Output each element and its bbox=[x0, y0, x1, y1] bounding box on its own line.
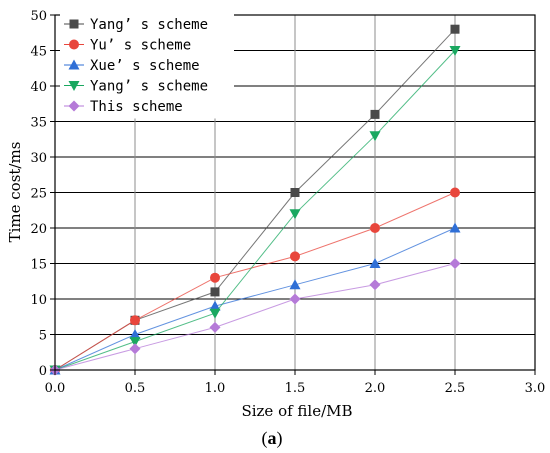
legend-item: Yu’ s scheme bbox=[64, 38, 191, 54]
legend: Yang’ s scheme Yu’ s scheme Xue’ s scheme Y… bbox=[60, 12, 234, 119]
legend-box bbox=[60, 12, 234, 119]
y-tick-label: 5 bbox=[39, 329, 47, 344]
legend-item: This scheme bbox=[64, 99, 183, 115]
data-point bbox=[450, 24, 460, 34]
x-tick-label: 2.5 bbox=[445, 381, 466, 396]
series-lines bbox=[49, 24, 461, 376]
data-point bbox=[289, 279, 301, 290]
legend-marker bbox=[68, 59, 80, 70]
data-point bbox=[289, 293, 301, 305]
legend-item: Yang’ s scheme bbox=[64, 79, 208, 95]
figure-caption: (a) bbox=[262, 428, 283, 449]
data-point bbox=[449, 222, 461, 233]
tick-labels: 0 5 10 15 20 25 30 35 40 45 50 0.0 0.5 1.0 1.5 2.0 2.5 3.… bbox=[30, 9, 545, 396]
legend-label: Yu’ s scheme bbox=[90, 38, 191, 54]
data-point bbox=[369, 279, 381, 291]
data-point bbox=[290, 188, 300, 197]
data-point bbox=[289, 209, 301, 220]
x-tick-label: 3.0 bbox=[525, 381, 546, 396]
y-tick-label: 20 bbox=[30, 222, 47, 237]
data-point bbox=[129, 343, 141, 355]
legend-item: Xue’ s scheme bbox=[64, 58, 200, 74]
data-point bbox=[210, 272, 220, 283]
y-tick-label: 45 bbox=[30, 45, 47, 60]
series-2 bbox=[50, 187, 460, 375]
series-line bbox=[54, 263, 456, 371]
y-tick-label: 35 bbox=[30, 116, 47, 131]
y-tick-label: 50 bbox=[30, 9, 47, 24]
legend-label: This scheme bbox=[90, 99, 183, 115]
data-point bbox=[209, 300, 221, 311]
legend-label: Yang’ s scheme bbox=[90, 17, 208, 33]
y-tick-label: 10 bbox=[30, 293, 47, 308]
x-tick-label: 1.0 bbox=[205, 381, 226, 396]
data-point bbox=[130, 315, 140, 326]
y-tick-label: 25 bbox=[30, 187, 47, 202]
data-point bbox=[449, 46, 461, 56]
y-axis-title: Time cost/ms bbox=[6, 142, 24, 243]
data-point bbox=[369, 258, 381, 268]
data-point bbox=[450, 187, 460, 198]
legend-marker bbox=[69, 19, 79, 29]
plot-frame bbox=[54, 14, 536, 371]
series-line bbox=[54, 227, 456, 371]
data-point bbox=[210, 287, 220, 297]
y-tick-label: 40 bbox=[30, 80, 47, 95]
axes bbox=[50, 14, 536, 375]
data-point bbox=[369, 131, 381, 142]
series-line bbox=[54, 192, 456, 371]
legend-marker bbox=[69, 39, 79, 50]
x-axis-title: Size of file/MB bbox=[241, 402, 352, 420]
y-tick-label: 0 bbox=[39, 364, 47, 379]
x-tick-label: 1.5 bbox=[285, 381, 306, 396]
legend-marker bbox=[68, 100, 80, 112]
caption-letter: a bbox=[268, 428, 277, 448]
data-point bbox=[370, 223, 380, 233]
data-point bbox=[129, 337, 141, 348]
legend-label: Xue’ s scheme bbox=[90, 58, 200, 74]
data-point bbox=[370, 109, 380, 119]
caption-close: ) bbox=[277, 428, 283, 449]
x-tick-label: 0.5 bbox=[125, 381, 146, 396]
series-line bbox=[54, 50, 456, 371]
data-point bbox=[209, 321, 221, 333]
caption-open: ( bbox=[262, 428, 268, 449]
series-5 bbox=[49, 258, 461, 376]
legend-label: Yang’ s scheme bbox=[90, 79, 208, 95]
data-point bbox=[449, 258, 461, 269]
data-point bbox=[209, 308, 221, 319]
y-tick-label: 15 bbox=[30, 258, 47, 273]
x-tick-label: 0.0 bbox=[45, 381, 66, 396]
x-tick-label: 2.0 bbox=[365, 381, 386, 396]
y-tick-label: 30 bbox=[30, 151, 47, 166]
legend-item: Yang’ s scheme bbox=[64, 17, 208, 33]
data-point bbox=[290, 251, 300, 262]
data-point bbox=[129, 329, 141, 339]
legend-marker bbox=[68, 81, 80, 91]
